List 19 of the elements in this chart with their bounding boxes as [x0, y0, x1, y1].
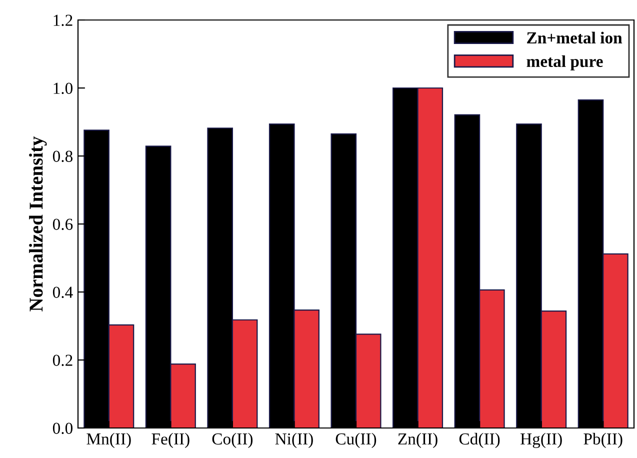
y-tick-label: 0.8 [52, 150, 73, 162]
y-tick-label: 0.6 [52, 218, 73, 230]
y-tick-label: 1.2 [54, 14, 72, 26]
x-tick-label: Mn(II) [86, 432, 131, 448]
x-tick-label: Pb(II) [584, 432, 622, 448]
legend-label: metal pure [526, 55, 603, 70]
y-tick-label: 0.2 [52, 354, 72, 366]
y-tick-label: 0.0 [52, 422, 73, 434]
x-tick-label: Cd(II) [459, 432, 500, 448]
x-tick-label: Hg(II) [520, 432, 562, 448]
y-axis-title: Normalized Intensity [29, 136, 47, 312]
x-tick-label: Fe(II) [152, 432, 190, 448]
x-tick-label: Ni(II) [275, 432, 313, 448]
y-tick-label: 0.4 [52, 286, 73, 298]
x-tick-label: Zn(II) [398, 432, 438, 448]
x-tick-label: Co(II) [212, 432, 253, 448]
legend-label: Zn+metal ion [527, 32, 622, 44]
y-tick-label: 1.0 [54, 82, 73, 94]
x-tick-label: Cu(II) [336, 432, 376, 448]
